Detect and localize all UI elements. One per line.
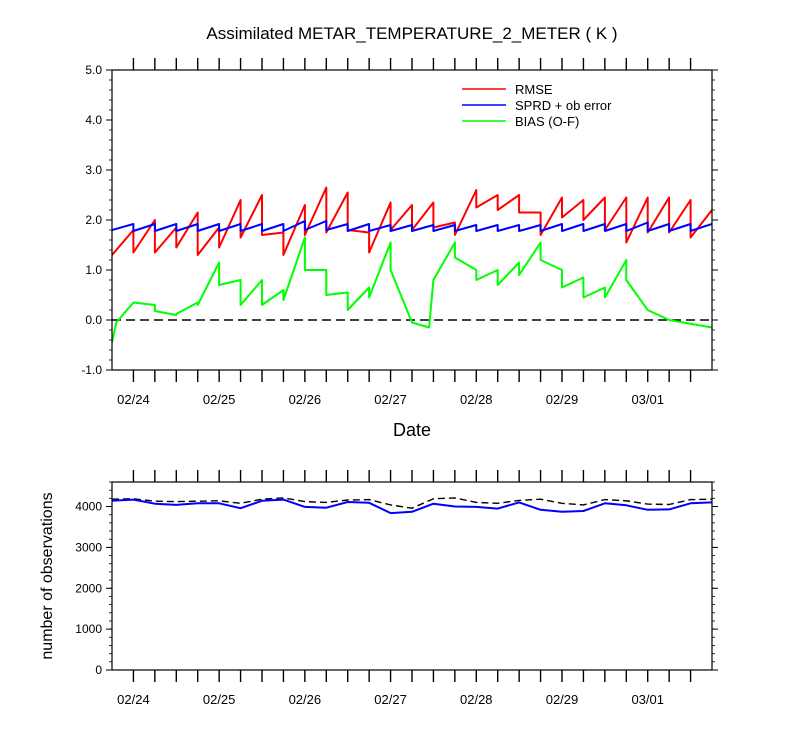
y-tick-label: 4.0 bbox=[85, 113, 102, 127]
x-tick-label: 02/27 bbox=[374, 692, 407, 707]
y-tick-label: 3.0 bbox=[85, 163, 102, 177]
plot-frame bbox=[111, 481, 713, 671]
y-tick-label: 3000 bbox=[75, 540, 102, 554]
x-tick-label: 02/24 bbox=[117, 392, 150, 407]
y-tick-label: 0 bbox=[95, 663, 102, 677]
y-axis-title-observations: number of observations bbox=[39, 492, 56, 659]
series-rmse bbox=[112, 186, 712, 256]
series-sprd-ob-error bbox=[112, 220, 712, 232]
series-bias-o-f bbox=[112, 236, 712, 343]
y-tick-label: -1.0 bbox=[81, 363, 102, 377]
rmse-panel: -1.0 0.0 1.0 2.0 3.0 4.0 5.0 02/24 02/25 02/26 02/… bbox=[81, 58, 718, 407]
chart-title: Assimilated METAR_TEMPERATURE_2_METER ( … bbox=[206, 24, 617, 43]
legend-label-bias-o-f: BIAS (O-F) bbox=[515, 114, 579, 129]
x-tick-label: 02/29 bbox=[546, 392, 579, 407]
series-possible-observations bbox=[112, 497, 712, 509]
legend-label-sprd-ob-error: SPRD + ob error bbox=[515, 98, 612, 113]
x-tick-label: 02/26 bbox=[289, 392, 322, 407]
y-tick-label: 0.0 bbox=[85, 313, 102, 327]
y-tick-label: 2000 bbox=[75, 581, 102, 595]
x-tick-label: 02/25 bbox=[203, 392, 236, 407]
y-tick-label: 1.0 bbox=[85, 263, 102, 277]
x-tick-label: 02/28 bbox=[460, 392, 493, 407]
x-tick-label: 03/01 bbox=[631, 392, 664, 407]
plot-frame bbox=[111, 69, 713, 371]
x-tick-label: 03/01 bbox=[631, 692, 664, 707]
observation-count-panel: 0 1000 2000 3000 4000 02/24 02/25 02/26 02/27 02/… bbox=[75, 470, 718, 707]
x-tick-label: 02/24 bbox=[117, 692, 150, 707]
series-observations-used bbox=[112, 498, 712, 515]
y-tick-label: 4000 bbox=[75, 500, 102, 514]
x-tick-label: 02/29 bbox=[546, 692, 579, 707]
x-tick-label: 02/28 bbox=[460, 692, 493, 707]
y-tick-label: 1000 bbox=[75, 622, 102, 636]
y-tick-label: 5.0 bbox=[85, 63, 102, 77]
x-axis-title: Date bbox=[393, 420, 431, 440]
y-tick-label: 2.0 bbox=[85, 213, 102, 227]
x-tick-label: 02/27 bbox=[374, 392, 407, 407]
legend-label-rmse: RMSE bbox=[515, 82, 553, 97]
x-tick-label: 02/26 bbox=[289, 692, 322, 707]
x-tick-label: 02/25 bbox=[203, 692, 236, 707]
